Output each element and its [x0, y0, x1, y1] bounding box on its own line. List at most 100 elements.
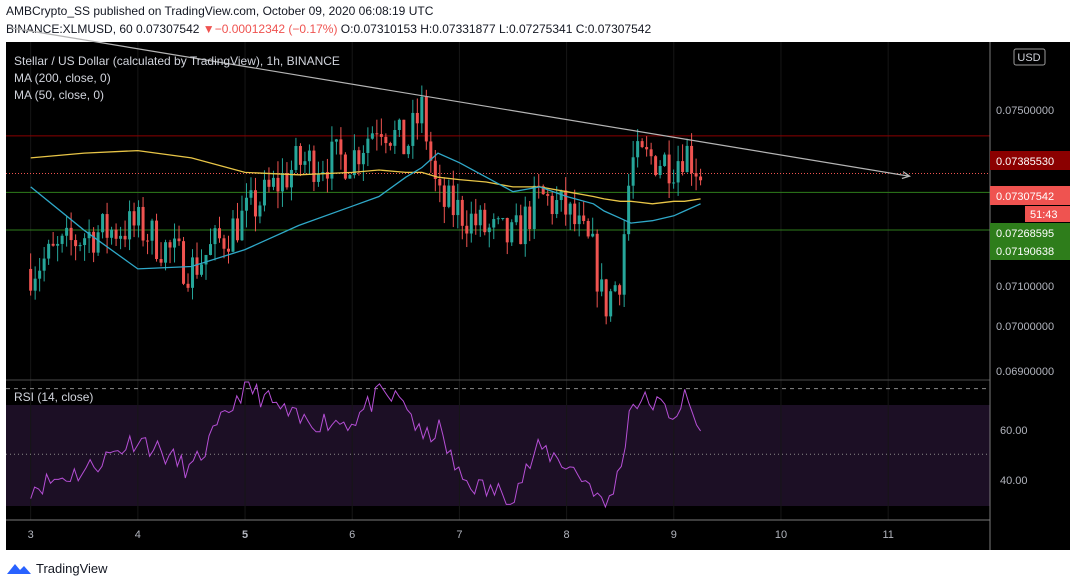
candle-body — [658, 165, 662, 176]
candle-body — [690, 145, 694, 174]
candle-body — [316, 173, 320, 182]
candle-body — [460, 199, 464, 226]
currency-badge[interactable] — [1013, 48, 1046, 66]
candle-body — [420, 96, 424, 124]
candle-body — [101, 214, 105, 233]
candle-body — [289, 169, 293, 188]
candle-body — [496, 218, 500, 220]
candle-body — [379, 134, 383, 137]
candle-body — [217, 228, 221, 239]
candle-body — [235, 218, 239, 241]
candle-body — [564, 190, 568, 215]
candle-body — [240, 210, 244, 241]
moving-averages — [30, 149, 701, 270]
candle-body — [415, 112, 419, 124]
candle-body — [285, 173, 289, 188]
candle-body — [276, 177, 280, 192]
rsi-pane — [6, 381, 990, 521]
candle-body — [258, 205, 262, 217]
candle-body — [137, 206, 141, 226]
candle-body — [51, 243, 55, 246]
tradingview-footer[interactable]: TradingView — [6, 558, 108, 578]
candle-body — [92, 231, 96, 253]
candle-body — [182, 241, 186, 284]
trendline-group[interactable] — [9, 26, 911, 180]
candle-body — [442, 185, 446, 207]
candle-body — [649, 149, 653, 157]
ohlc-close: C:0.07307542 — [575, 22, 652, 36]
candle-body — [200, 264, 204, 275]
rsi-line — [30, 381, 702, 509]
candle-body — [87, 231, 91, 239]
candle-body — [429, 141, 433, 161]
candle-body — [83, 238, 87, 246]
candle-body — [96, 232, 100, 253]
currency-label: USD — [1017, 52, 1040, 64]
candle-body — [352, 150, 356, 176]
candle-body — [654, 156, 658, 176]
ohlc-high: H:0.07331877 — [420, 22, 496, 36]
trading-chart[interactable]: Stellar / US Dollar (calculated by Tradi… — [0, 0, 1073, 552]
candle-body — [433, 160, 437, 179]
candle-body — [213, 228, 217, 245]
candle-body — [586, 220, 590, 237]
candle-body — [573, 203, 577, 225]
candle-body — [168, 242, 172, 248]
candle-body — [555, 200, 559, 215]
candle-countdown: 51:43 — [1030, 209, 1058, 221]
candle-body — [357, 150, 361, 165]
candle-body — [478, 209, 482, 226]
candle-body — [29, 268, 33, 291]
candle-body — [397, 119, 401, 130]
candle-body — [519, 215, 523, 245]
candle-body — [312, 150, 316, 182]
grid — [30, 42, 889, 520]
candle-body — [74, 240, 78, 247]
candle-body — [447, 185, 451, 207]
candle-body — [514, 215, 518, 223]
price-axis[interactable]: USD 0.07500000 0.07100000 0.07000000 0.0… — [990, 48, 1070, 487]
support2-price-tag — [990, 241, 1070, 260]
rsi-legend: RSI (14, close) — [14, 390, 93, 404]
level-lines — [6, 135, 990, 231]
candle-body — [38, 270, 42, 279]
candle-body — [155, 220, 159, 260]
candle-body — [411, 112, 415, 146]
candle-body — [56, 243, 60, 246]
candle-body — [582, 215, 586, 221]
last-price: 0.07307542 — [136, 22, 200, 36]
candle-body — [222, 238, 226, 249]
price-label-071: 0.07100000 — [996, 281, 1054, 293]
candle-body — [672, 182, 676, 184]
candle-body — [681, 161, 685, 173]
publish-info: AMBCrypto_SS published on TradingView.co… — [6, 4, 434, 18]
candle-body — [667, 154, 671, 184]
candle-body — [541, 186, 545, 195]
candle-body — [402, 119, 406, 155]
time-axis[interactable]: 3 4 5 6 7 8 9 10 11 — [28, 529, 894, 541]
candle-body — [591, 233, 595, 237]
candle-body — [676, 161, 680, 183]
candle-body — [42, 258, 46, 271]
ma50-legend: MA (50, close, 0) — [14, 88, 104, 102]
x-tick-9: 9 — [671, 529, 677, 541]
candle-body — [424, 96, 428, 142]
tradingview-logo-icon — [7, 564, 31, 574]
resistance-price-tag — [990, 151, 1070, 170]
candle-body — [568, 203, 572, 215]
candle-body — [119, 235, 123, 239]
candle-body — [370, 133, 374, 139]
candle-body — [505, 217, 509, 243]
candles — [29, 85, 703, 325]
candle-body — [451, 185, 455, 216]
ohlc-low: L:0.07275341 — [498, 22, 573, 36]
symbol-info-line: BINANCE:XLMUSD, 60 0.07307542 ▼−0.000123… — [6, 22, 651, 36]
x-tick-3: 3 — [28, 529, 34, 541]
candle-body — [492, 219, 496, 228]
x-tick-10: 10 — [775, 529, 787, 541]
candle-body — [528, 206, 532, 230]
candle-body — [694, 173, 698, 177]
candle-body — [267, 179, 271, 187]
candle-body — [159, 259, 163, 263]
price-change: −0.00012342 (−0.17%) — [214, 22, 338, 36]
